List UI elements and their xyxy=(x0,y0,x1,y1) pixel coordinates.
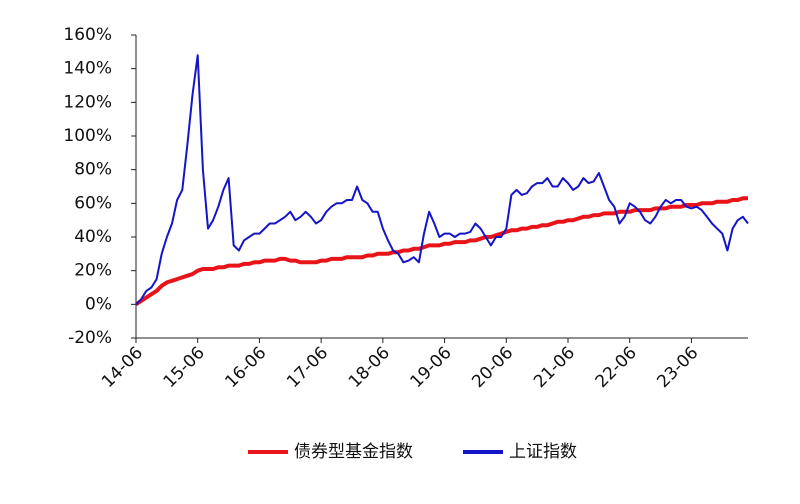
y-tick-label: 40% xyxy=(74,227,112,247)
y-tick-label: -20% xyxy=(68,328,112,348)
y-tick-label: 0% xyxy=(85,294,112,314)
x-tick-label: 16-06 xyxy=(221,343,270,392)
y-tick-label: 140% xyxy=(63,59,112,79)
x-tick-label: 21-06 xyxy=(530,343,579,392)
x-tick-label: 17-06 xyxy=(283,343,332,392)
legend-label: 上证指数 xyxy=(509,442,577,462)
y-tick-label: 20% xyxy=(74,261,112,281)
legend-label: 债券型基金指数 xyxy=(294,442,413,462)
y-tick-label: 120% xyxy=(63,92,112,112)
series-line xyxy=(134,196,748,306)
x-tick-label: 22-06 xyxy=(592,343,641,392)
x-tick-label: 19-06 xyxy=(407,343,456,392)
y-tick-label: 160% xyxy=(63,25,112,45)
x-tick-label: 20-06 xyxy=(468,343,517,392)
x-tick-label: 18-06 xyxy=(345,343,394,392)
y-tick-label: 100% xyxy=(63,126,112,146)
series-line xyxy=(135,54,749,306)
y-tick-label: 80% xyxy=(74,160,112,180)
y-tick-label: 60% xyxy=(74,193,112,213)
x-tick-label: 14-06 xyxy=(98,343,147,392)
x-tick-label: 23-06 xyxy=(653,343,702,392)
x-tick-label: 15-06 xyxy=(160,343,209,392)
